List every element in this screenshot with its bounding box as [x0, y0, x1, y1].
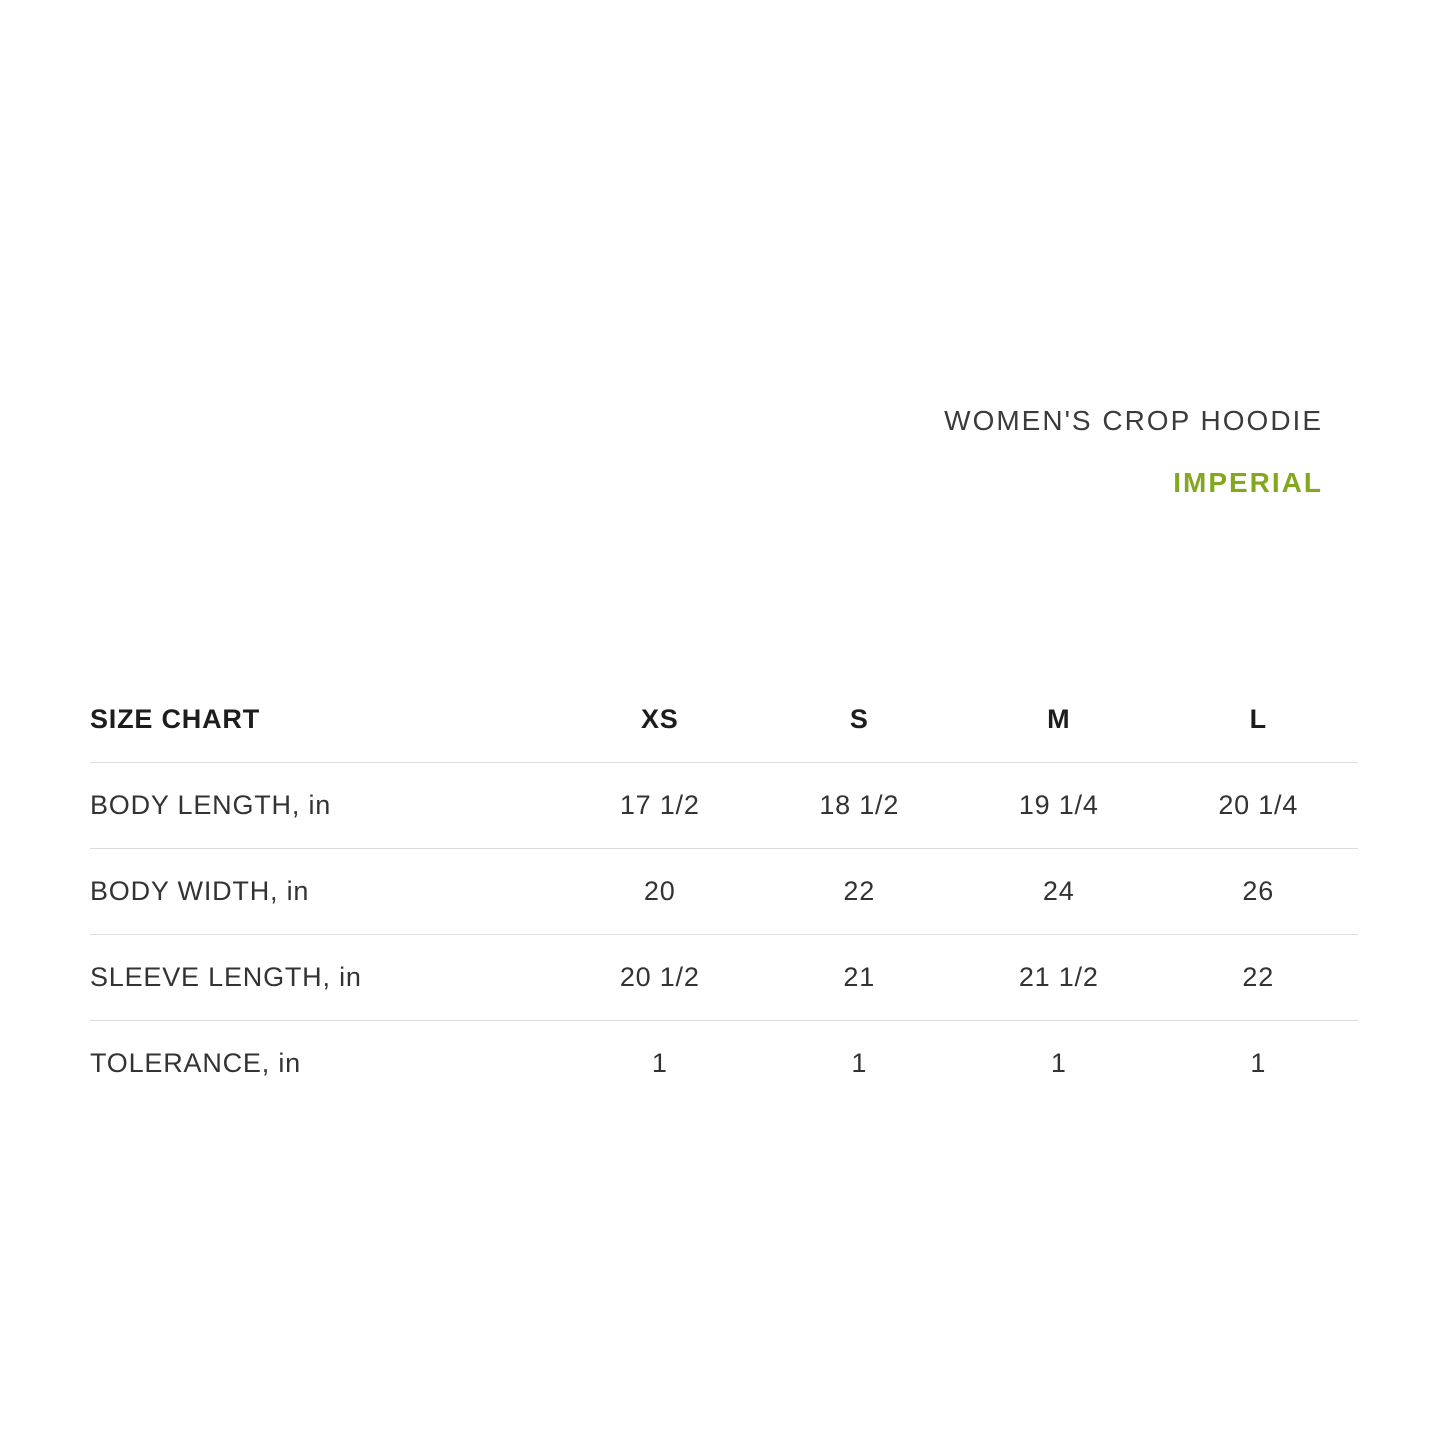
cell-value: 22	[843, 876, 876, 906]
row-label: SLEEVE LENGTH, in	[90, 962, 362, 992]
cell-value: 24	[1042, 876, 1075, 906]
column-header-m: M	[1047, 704, 1071, 734]
table-header-row: SIZE CHART XS S M L	[90, 677, 1358, 762]
table-row-tolerance: TOLERANCE, in 1 1 1 1	[90, 1020, 1358, 1106]
cell-value: 1	[651, 1048, 668, 1078]
cell-value: 18 1/2	[819, 790, 900, 820]
cell-value: 26	[1242, 876, 1275, 906]
column-header-xs: XS	[640, 704, 679, 734]
cell-value: 22	[1242, 962, 1275, 992]
cell-value: 20 1/2	[619, 962, 700, 992]
units-label: IMPERIAL	[1173, 467, 1323, 498]
row-label: BODY LENGTH, in	[90, 790, 332, 820]
cell-value: 1	[1050, 1048, 1067, 1078]
cell-value: 1	[1250, 1048, 1267, 1078]
cell-value: 21	[843, 962, 876, 992]
cell-value: 20 1/4	[1218, 790, 1299, 820]
cell-value: 21 1/2	[1018, 962, 1099, 992]
cell-value: 19 1/4	[1018, 790, 1099, 820]
cell-value: 17 1/2	[619, 790, 700, 820]
table-row-body-width: BODY WIDTH, in 20 22 24 26	[90, 848, 1358, 934]
header-block: WOMEN'S CROP HOODIE IMPERIAL	[944, 404, 1323, 500]
column-header-l: L	[1249, 704, 1267, 734]
size-chart-table: SIZE CHART XS S M L BODY LENGTH, in 17 1…	[90, 677, 1358, 1106]
size-chart-title: SIZE CHART	[90, 704, 260, 734]
row-label: TOLERANCE, in	[90, 1048, 301, 1078]
cell-value: 20	[643, 876, 676, 906]
row-label: BODY WIDTH, in	[90, 876, 310, 906]
column-header-s: S	[849, 704, 869, 734]
table-row-sleeve-length: SLEEVE LENGTH, in 20 1/2 21 21 1/2 22	[90, 934, 1358, 1020]
cell-value: 1	[851, 1048, 868, 1078]
product-title: WOMEN'S CROP HOODIE	[944, 405, 1323, 436]
table-row-body-length: BODY LENGTH, in 17 1/2 18 1/2 19 1/4 20 …	[90, 762, 1358, 848]
